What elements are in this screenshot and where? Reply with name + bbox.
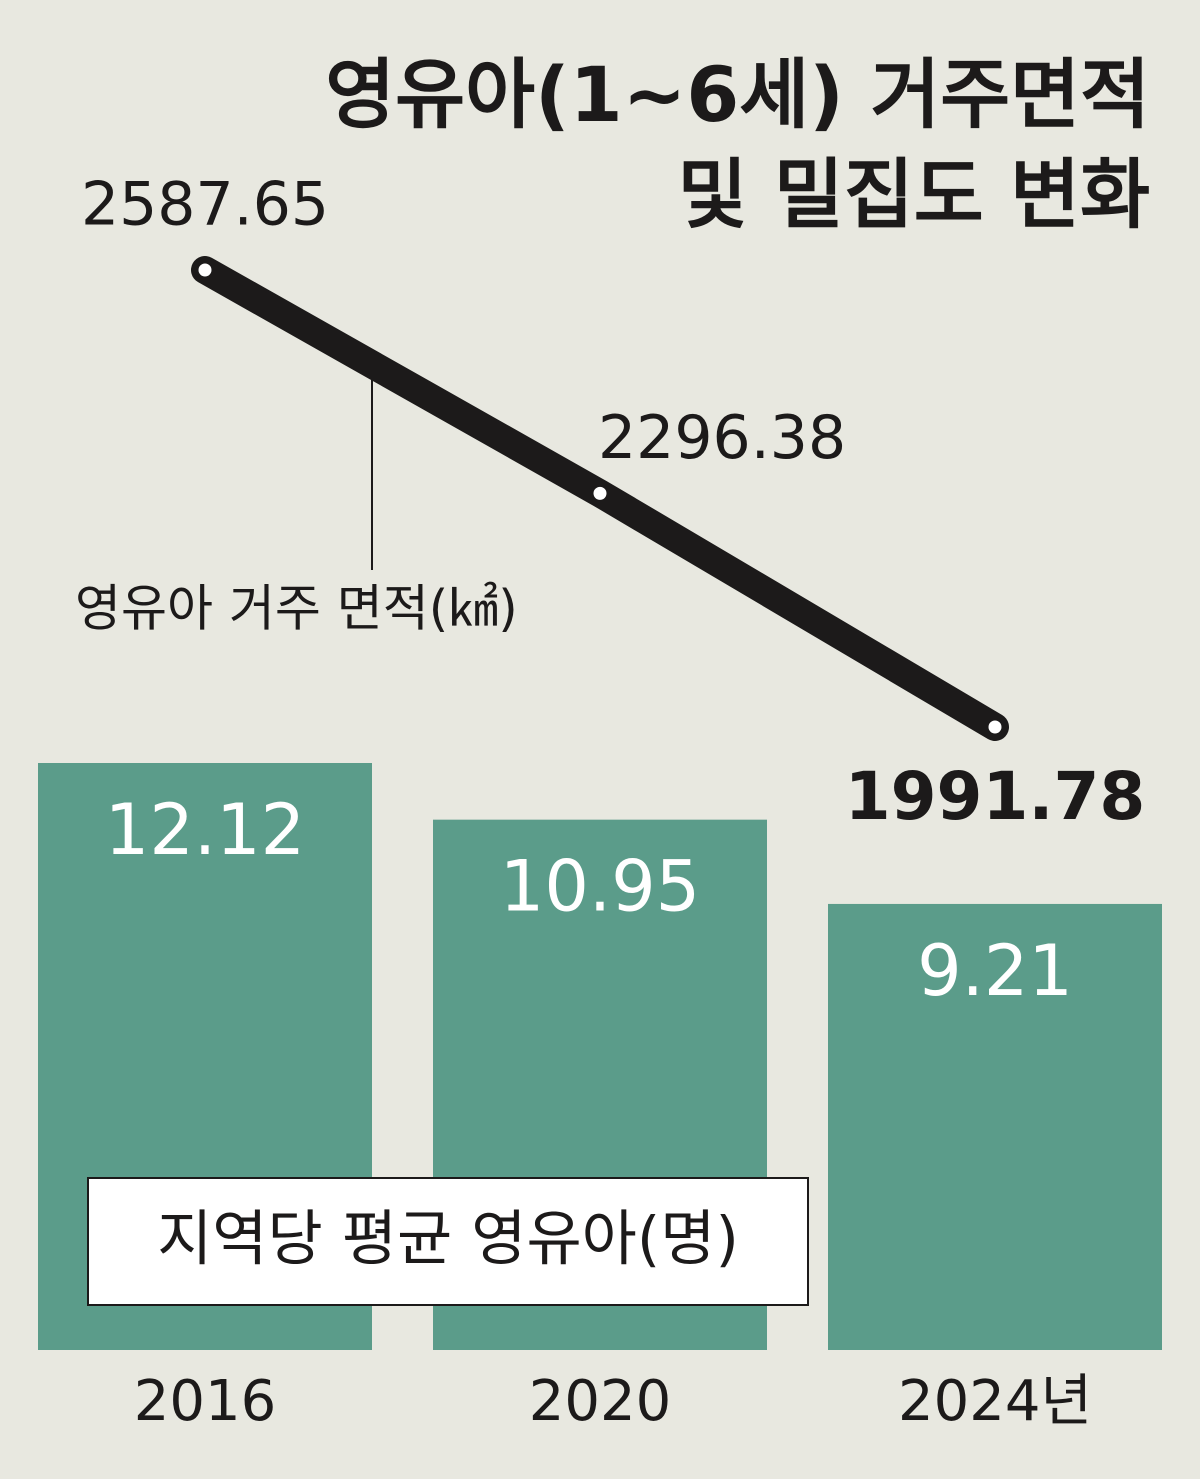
bar-value-label: 10.95: [500, 846, 700, 928]
line-point: [195, 260, 215, 280]
chart-title: 영유아(1~6세) 거주면적: [325, 50, 1150, 139]
bar-value-label: 12.12: [105, 789, 305, 871]
x-tick-label: 2024년: [898, 1369, 1092, 1434]
line-point: [985, 717, 1005, 737]
line-value-label: 2587.65: [81, 170, 329, 240]
x-tick-label: 2016: [134, 1369, 277, 1434]
bar-value-label: 9.21: [917, 930, 1073, 1012]
line-value-label: 2296.38: [598, 403, 846, 473]
legend-label: 영유아 거주 면적(㎢): [75, 580, 518, 638]
bar: [828, 903, 1162, 1350]
line-value-label: 1991.78: [845, 758, 1146, 835]
x-tick-label: 2020: [529, 1369, 672, 1434]
legend-label: 지역당 평균 영유아(명): [157, 1205, 739, 1275]
chart-title: 및 밀집도 변화: [678, 150, 1150, 239]
line-point: [590, 483, 610, 503]
legend-box: [87, 1177, 809, 1306]
